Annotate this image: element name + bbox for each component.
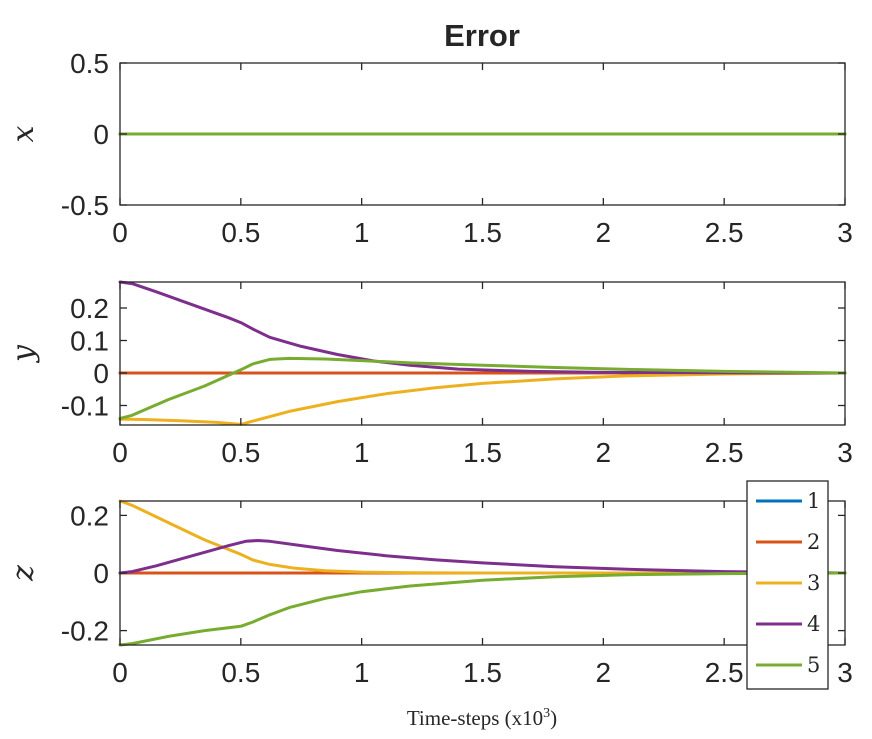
panel-x-ytick-label: 0 (93, 119, 109, 150)
panel-x-xtick-label: 3 (837, 217, 853, 248)
panel-x-xtick-label: 1.5 (463, 217, 502, 248)
panel-z-xtick-label: 0.5 (221, 657, 260, 688)
panel-z-xtick-label: 1.5 (463, 657, 502, 688)
legend-item-1-label: 1 (807, 489, 820, 513)
panel-z-series-3-line (118, 499, 847, 575)
panel-z-xtick-label: 1 (354, 657, 370, 688)
panel-x-xtick-label: 2.5 (705, 217, 744, 248)
legend-item-5-label: 5 (807, 653, 820, 677)
panel-y-series-5-line (118, 356, 847, 420)
panel-y-ylabel: y (6, 344, 41, 364)
legend-item-2-label: 2 (807, 530, 820, 554)
panel-z-xtick-label: 0 (112, 657, 128, 688)
panel-x-ytick-label: -0.5 (61, 190, 109, 221)
legend-item-5: 5 (756, 653, 820, 677)
panel-z-ylabel: z (6, 565, 41, 582)
panel-y-series (118, 280, 847, 426)
chart-title: Error (444, 18, 520, 53)
panel-x-xtick-label: 1 (354, 217, 370, 248)
legend-item-1: 1 (756, 489, 820, 513)
x-axis-label: Time-steps (x103) (407, 706, 557, 730)
panel-y-ytick-label: 0.2 (70, 293, 109, 324)
panel-y-xtick-label: 1.5 (463, 437, 502, 468)
panel-y-series-3-line (118, 371, 847, 426)
panel-y-xtick-label: 0 (112, 437, 128, 468)
panel-y-xtick-label: 3 (837, 437, 853, 468)
panel-z-series-4-line (118, 539, 847, 575)
x-axis-label-superscript: 3 (543, 706, 550, 721)
panel-y-axes-box (119, 281, 846, 426)
panel-y-series-4-line (118, 280, 847, 375)
panels: 0 0.5 1 1.5 2 2.5 30.50-0.5x0 0.5 1 1.5 2 2.5 30.20.… (6, 48, 853, 688)
legend: 1 2 3 4 5 (746, 480, 829, 690)
panel-y: 0 0.5 1 1.5 2 2.5 30.20.10-0.1y (6, 280, 853, 468)
panel-z-ytick-label: -0.2 (61, 616, 109, 647)
panel-z-xtick-label: 2.5 (705, 657, 744, 688)
legend-item-3-label: 3 (807, 571, 820, 595)
panel-y-xtick-label: 2 (596, 437, 612, 468)
legend-item-4-label: 4 (807, 612, 820, 636)
legend-item-4: 4 (756, 612, 820, 636)
panel-z-xtick-label: 2 (596, 657, 612, 688)
panel-x-xtick-label: 0.5 (221, 217, 260, 248)
panel-x-xtick-label: 0 (112, 217, 128, 248)
panel-x-ylabel: x (6, 125, 41, 142)
panel-x-ytick-label: 0.5 (70, 48, 109, 79)
panel-x-xtick-label: 2 (596, 217, 612, 248)
panel-z: 0 0.5 1 1.5 2 2.5 30.20-0.2z (6, 499, 853, 688)
panel-y-xtick-label: 0.5 (221, 437, 260, 468)
x-axis-label-close: ) (550, 706, 557, 730)
legend-box (746, 480, 829, 690)
panel-z-series-5-line (118, 571, 847, 647)
panel-y-ytick-label: -0.1 (61, 391, 109, 422)
panel-z-ytick-label: 0 (93, 558, 109, 589)
legend-item-3: 3 (756, 571, 820, 595)
panel-x: 0 0.5 1 1.5 2 2.5 30.50-0.5x (6, 48, 853, 248)
legend-item-2: 2 (756, 530, 820, 554)
panel-z-series (118, 499, 847, 647)
x-axis-label-main: Time-steps (x10 (407, 706, 543, 730)
panel-y-ytick-label: 0 (93, 358, 109, 389)
panel-y-ytick-label: 0.1 (70, 326, 109, 357)
panel-z-ytick-label: 0.2 (70, 500, 109, 531)
panel-z-xtick-label: 3 (837, 657, 853, 688)
panel-y-xtick-label: 2.5 (705, 437, 744, 468)
panel-y-xtick-label: 1 (354, 437, 370, 468)
